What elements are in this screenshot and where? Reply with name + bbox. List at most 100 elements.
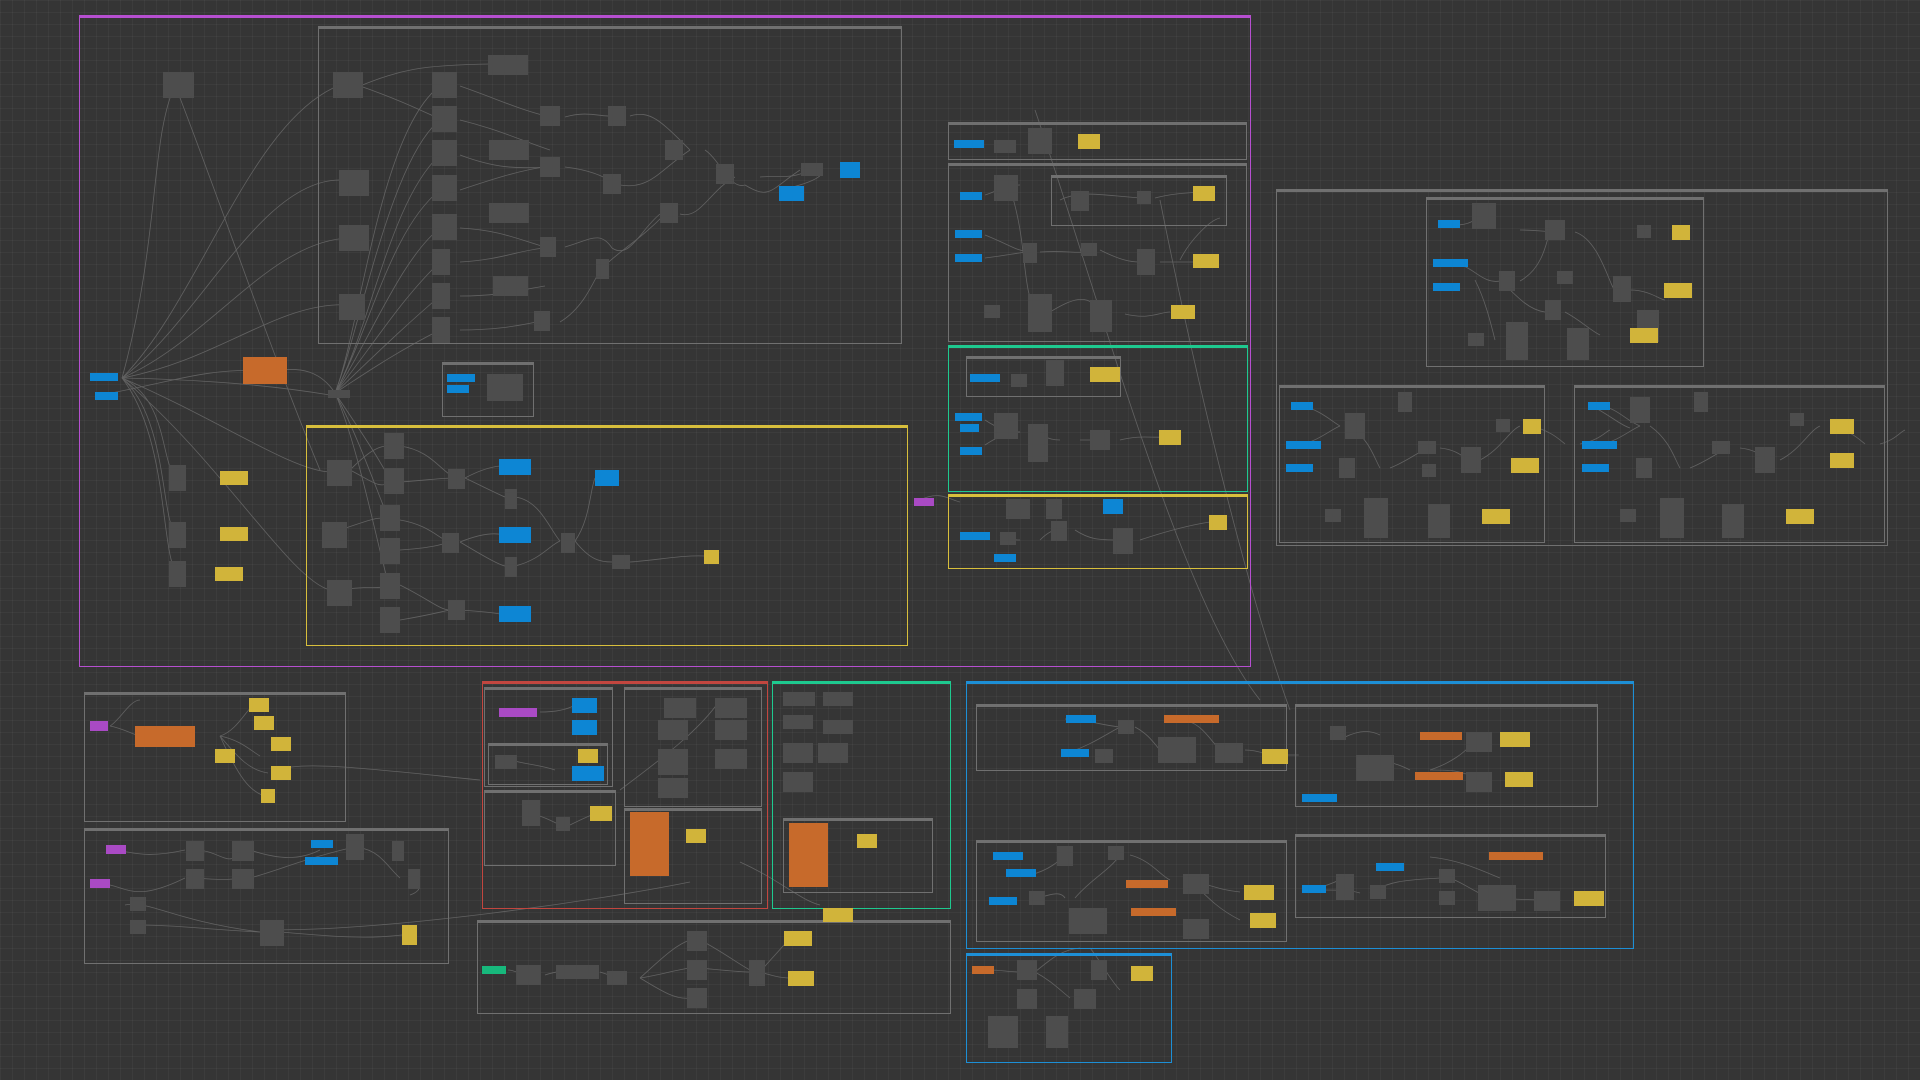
node[interactable] [384,468,404,494]
output-node[interactable] [261,789,275,803]
node[interactable] [1051,521,1067,541]
node[interactable] [432,317,450,343]
blue-small-group[interactable] [966,953,1172,1063]
output-node[interactable] [1103,499,1123,514]
output-node[interactable] [1672,225,1690,240]
node[interactable] [135,726,195,747]
output-node[interactable] [215,749,235,763]
output-node[interactable] [779,186,804,201]
node[interactable] [1620,509,1636,522]
node[interactable] [432,140,457,166]
node[interactable] [1330,726,1346,740]
node[interactable] [1567,328,1589,360]
node[interactable] [432,249,450,275]
node[interactable] [783,772,813,792]
node[interactable] [1472,203,1496,229]
output-node[interactable] [499,527,531,543]
node[interactable] [1090,300,1112,332]
input-node[interactable] [90,879,110,888]
node[interactable] [608,106,626,126]
node[interactable] [561,533,575,553]
output-node[interactable] [1193,186,1215,201]
node[interactable] [186,841,204,861]
node[interactable] [687,960,707,980]
input-node[interactable] [1433,259,1468,267]
output-node[interactable] [1090,367,1120,382]
node[interactable] [1461,447,1481,473]
small-mid-group[interactable] [442,362,534,417]
input-node[interactable] [1588,402,1610,410]
node[interactable] [1339,458,1355,478]
node[interactable] [392,841,404,861]
node[interactable] [1091,960,1107,980]
node[interactable] [327,460,352,486]
node[interactable] [260,920,284,946]
top-subgraph-group[interactable] [318,26,902,344]
input-node[interactable] [1291,402,1313,410]
input-node[interactable] [90,721,108,731]
node[interactable] [493,276,528,296]
node[interactable] [1636,458,1652,478]
node[interactable] [715,720,747,740]
output-node[interactable] [499,606,531,622]
node[interactable] [1660,498,1684,538]
node[interactable] [658,778,688,798]
node[interactable] [1336,874,1354,900]
input-node[interactable] [989,897,1017,905]
input-node[interactable] [970,374,1000,382]
node[interactable] [664,698,696,718]
node[interactable] [665,140,683,160]
node[interactable] [984,305,1000,318]
input-node[interactable] [1066,715,1096,723]
node[interactable] [1439,891,1455,905]
output-node[interactable] [572,698,597,713]
node[interactable] [972,966,994,974]
node[interactable] [1006,499,1030,519]
blue-inner-c[interactable] [976,840,1287,942]
output-node[interactable] [1171,305,1195,319]
node[interactable] [603,174,621,194]
node[interactable] [687,931,707,951]
node[interactable] [1183,919,1209,939]
blue-inner-b[interactable] [1295,704,1598,807]
output-node[interactable] [220,471,248,485]
output-node[interactable] [595,470,619,486]
node[interactable] [801,163,823,176]
output-node[interactable] [271,766,291,780]
node[interactable] [489,140,529,160]
output-node[interactable] [1830,419,1854,434]
right-green-inner-group[interactable] [966,356,1121,397]
input-node[interactable] [1286,441,1321,449]
node[interactable] [1722,504,1744,538]
node[interactable] [607,971,627,985]
node[interactable] [327,580,352,606]
green-bottom-group[interactable] [772,681,951,909]
node[interactable] [432,175,457,201]
node[interactable] [596,259,609,279]
input-node[interactable] [1286,464,1313,472]
blue-big-group[interactable] [966,681,1634,949]
node[interactable] [660,203,678,223]
node[interactable] [1478,885,1516,911]
node[interactable] [380,505,400,531]
input-node[interactable] [1006,869,1036,877]
red-inner-a[interactable] [484,687,613,787]
far-right-inner-right[interactable] [1574,385,1885,543]
node[interactable] [1118,720,1134,734]
input-node[interactable] [1433,283,1460,291]
output-node[interactable] [1511,458,1539,473]
output-node[interactable] [220,527,248,541]
node[interactable] [1630,397,1650,423]
node[interactable] [540,106,560,126]
node[interactable] [612,555,630,569]
output-node[interactable] [840,162,860,178]
node[interactable] [1613,276,1631,302]
node[interactable] [1428,504,1450,538]
node[interactable] [232,841,254,861]
node[interactable] [1028,128,1052,154]
output-node[interactable] [254,716,274,730]
right-upper-group[interactable] [948,163,1247,342]
node[interactable] [163,72,194,98]
output-node[interactable] [1078,134,1100,149]
input-node[interactable] [955,230,982,238]
